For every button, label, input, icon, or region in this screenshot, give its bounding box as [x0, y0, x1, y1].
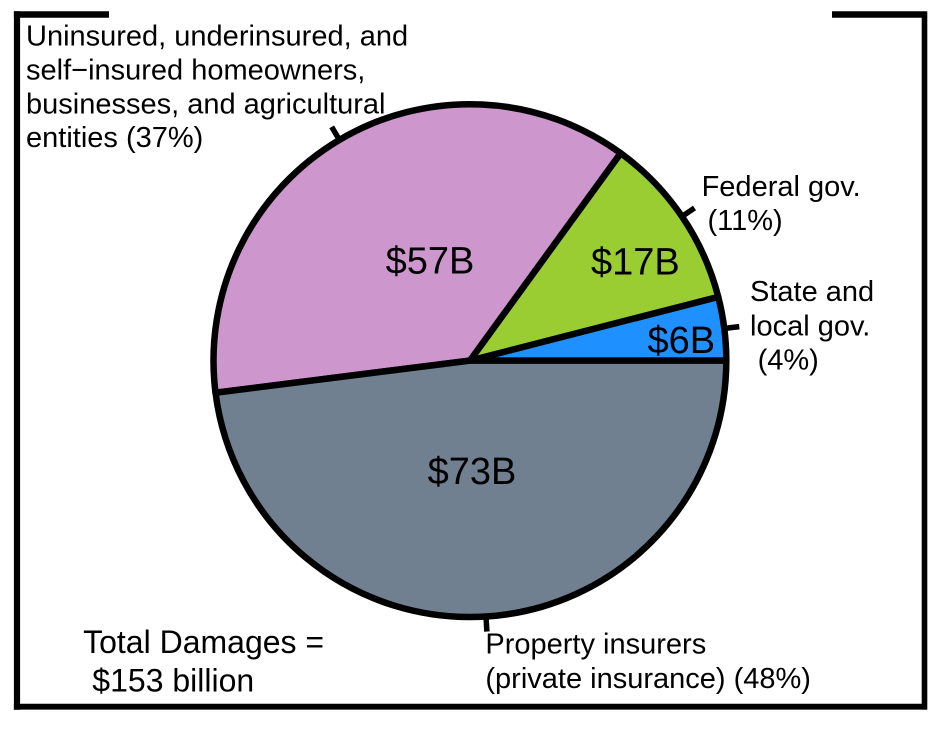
svg-text:$57B: $57B	[386, 241, 475, 283]
svg-text:$6B: $6B	[647, 320, 715, 362]
svg-text:$17B: $17B	[591, 242, 680, 284]
svg-text:State and: State and	[750, 276, 874, 308]
svg-text:entities (37%): entities (37%)	[26, 122, 203, 154]
svg-text:Uninsured, underinsured, and: Uninsured, underinsured, and	[26, 20, 408, 52]
svg-text:self−insured homeowners,: self−insured homeowners,	[26, 54, 365, 86]
svg-text:(11%): (11%)	[708, 205, 783, 237]
svg-text:$73B: $73B	[428, 451, 517, 493]
svg-text:businesses, and agricultural: businesses, and agricultural	[26, 89, 385, 121]
svg-text:Property insurers: Property insurers	[485, 629, 706, 661]
svg-text:(private insurance) (48%): (private insurance) (48%)	[485, 663, 811, 695]
svg-text:local gov.: local gov.	[750, 310, 870, 342]
svg-text:(4%): (4%)	[758, 345, 819, 377]
svg-text:$153 billion: $153 billion	[92, 663, 254, 699]
svg-text:Federal gov.: Federal gov.	[702, 171, 861, 203]
svg-text:Total Damages =: Total Damages =	[83, 624, 324, 660]
